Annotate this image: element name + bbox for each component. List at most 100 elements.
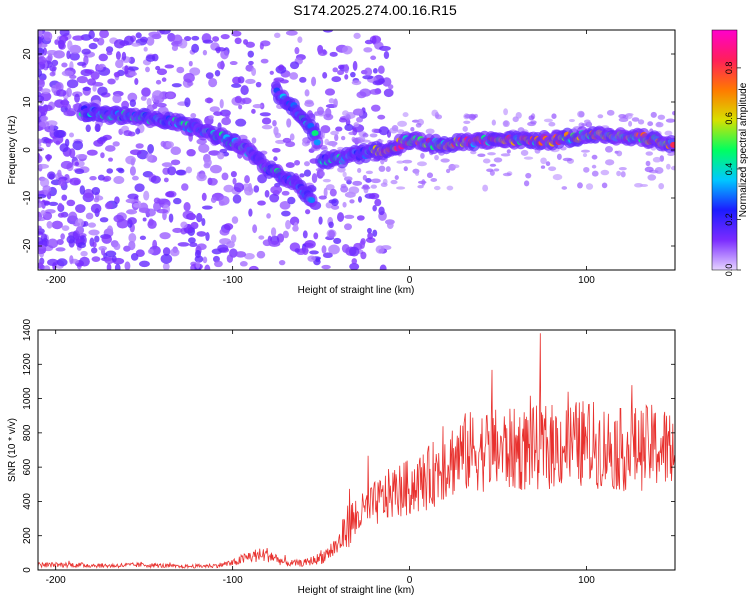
- spectrogram-cell: [128, 71, 138, 77]
- spectrogram-cell: [39, 177, 50, 188]
- spectrogram-cell: [604, 159, 615, 166]
- spectrogram-cell: [232, 194, 242, 204]
- x-tick-label: -200: [46, 575, 66, 586]
- spectrogram-cell: [371, 128, 379, 133]
- spectrogram-cell: [127, 217, 137, 225]
- spectrogram-cell: [289, 72, 299, 80]
- spectrogram-cell: [219, 98, 224, 109]
- spectrogram-cell: [637, 119, 645, 125]
- spectrogram-cell: [160, 140, 166, 147]
- spectrogram-cell: [464, 114, 474, 119]
- x-tick-label: -200: [46, 275, 66, 286]
- spectrogram-cell: [191, 43, 200, 53]
- spectrogram-cell: [503, 108, 509, 116]
- spectrogram-cell: [377, 65, 385, 74]
- spectrogram-cell: [140, 95, 147, 101]
- spectrogram-cell: [170, 159, 181, 166]
- spectrogram-cell: [143, 46, 148, 52]
- spectrogram-cell: [183, 35, 192, 42]
- spectrogram-cell: [156, 102, 167, 108]
- spectrogram-cell: [72, 140, 84, 151]
- spectrogram-cell: [279, 79, 289, 84]
- spectrogram-cell: [94, 235, 100, 243]
- y-tick-label: 600: [22, 458, 33, 475]
- spectrogram-cell: [51, 84, 57, 94]
- spectrogram-cell: [230, 170, 237, 178]
- spectrogram-cell: [523, 180, 530, 187]
- spectrogram-cell: [440, 158, 450, 163]
- spectrogram-cell: [202, 49, 208, 56]
- spectrogram-cell: [115, 59, 124, 69]
- spectrogram-cell: [234, 95, 243, 104]
- spectrogram-cell: [274, 32, 281, 39]
- spectrogram-cell: [85, 212, 94, 220]
- spectrogram-cell: [104, 256, 115, 265]
- spectrogram-cell: [591, 164, 597, 169]
- spectrogram-cell: [83, 188, 94, 199]
- spectrogram-cell: [75, 204, 86, 213]
- spectrogram-cell: [402, 159, 413, 164]
- spectrogram-cell: [194, 255, 204, 263]
- spectrogram-cell: [74, 161, 80, 167]
- spectrogram-cell: [188, 237, 196, 244]
- spectrogram-cell: [239, 261, 248, 267]
- spectrogram-cell: [124, 261, 131, 270]
- spectrogram-cell: [217, 61, 225, 70]
- spectrogram-cell: [378, 165, 386, 172]
- spectrogram-cell: [351, 258, 358, 265]
- spectrogram-cell: [446, 185, 454, 191]
- colorbar-gradient: [711, 29, 738, 271]
- spectrogram-cell: [500, 153, 511, 157]
- spectrogram-cell: [561, 186, 568, 190]
- spectrogram-cell: [389, 127, 398, 134]
- spectrogram-cell: [244, 253, 255, 260]
- spectrogram-cell: [647, 174, 657, 181]
- spectrogram-cell: [540, 157, 547, 165]
- spectrogram-cell: [46, 138, 54, 144]
- spectrogram-cell: [129, 149, 142, 156]
- spectrogram-cell: [303, 169, 312, 177]
- spectrogram-cell: [371, 35, 377, 45]
- spectrogram-cell: [332, 67, 339, 73]
- spectrogram-cell: [639, 183, 648, 187]
- snr-frame: [37, 329, 676, 571]
- spectrogram-cell: [125, 155, 136, 165]
- spectrogram-cell: [113, 71, 121, 78]
- spectrogram-cell: [101, 234, 113, 244]
- spectrogram-cell: [170, 146, 182, 156]
- colorbar-tick-label: 0.0: [724, 264, 734, 277]
- spectrogram-cell: [333, 237, 342, 244]
- spectrogram-cell: [337, 64, 345, 70]
- colorbar-tick-label: 0.2: [724, 213, 734, 226]
- spectrogram-cell: [245, 41, 255, 48]
- spectrogram-cell: [162, 247, 171, 256]
- spectrogram-cell: [477, 153, 486, 157]
- spectrogram-cell: [285, 30, 298, 36]
- spectrogram-cell: [330, 130, 339, 136]
- spectrogram-cell: [568, 118, 575, 123]
- spectrogram-cell: [105, 46, 114, 53]
- spectrogram-cell: [285, 162, 295, 169]
- spectrogram-cell: [367, 232, 374, 240]
- spectrogram-cell: [309, 250, 319, 255]
- spectrogram-cell: [299, 76, 307, 83]
- spectrogram-cell: [104, 202, 113, 210]
- spectrogram-cell: [38, 147, 45, 152]
- spectrogram-cell: [342, 201, 347, 208]
- y-tick-label: 1400: [22, 318, 33, 341]
- spectrogram-cell: [139, 36, 148, 43]
- spectrogram-cell: [462, 126, 468, 132]
- spectrogram-cell: [169, 248, 180, 257]
- spectrogram-cell: [126, 209, 134, 215]
- spectrogram-cell: [349, 262, 360, 270]
- spectrogram-cell: [348, 131, 357, 136]
- spectrogram-cell: [219, 228, 230, 236]
- spectrogram-cell: [299, 173, 305, 178]
- spectrogram-cell: [240, 85, 249, 96]
- spectrogram-cell: [375, 245, 385, 254]
- spectrogram-cell: [57, 169, 62, 178]
- spectrogram-cell: [351, 80, 362, 86]
- spectrogram-cell: [317, 106, 324, 116]
- spectrogram-cell: [92, 85, 97, 92]
- spectrogram-cell: [543, 118, 553, 123]
